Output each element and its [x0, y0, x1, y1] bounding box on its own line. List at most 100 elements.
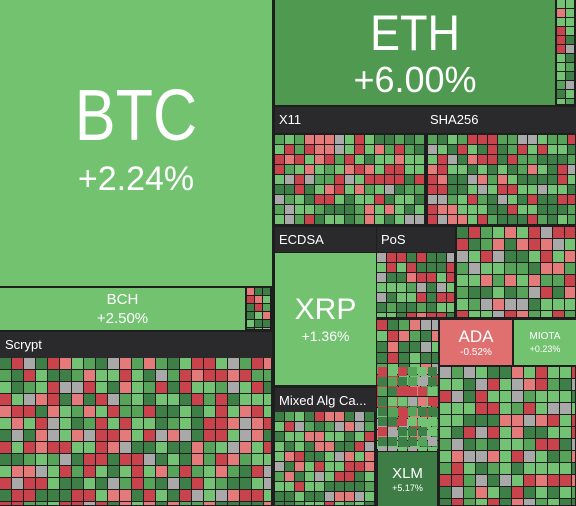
cell[interactable] — [566, 90, 574, 98]
cell[interactable] — [144, 466, 155, 477]
cell[interactable] — [408, 387, 417, 396]
cell[interactable] — [295, 502, 304, 505]
cell[interactable] — [524, 463, 535, 474]
cell[interactable] — [566, 81, 574, 89]
cell[interactable] — [385, 135, 394, 144]
cell[interactable] — [295, 145, 304, 154]
cell[interactable] — [427, 253, 436, 262]
cell[interactable] — [387, 293, 396, 302]
cell[interactable] — [541, 227, 552, 238]
cell[interactable] — [566, 54, 574, 62]
cell[interactable] — [285, 155, 294, 164]
cell[interactable] — [398, 397, 407, 406]
cell[interactable] — [508, 185, 517, 194]
cell[interactable] — [410, 353, 420, 363]
cell[interactable] — [548, 487, 559, 498]
cell[interactable] — [108, 466, 119, 477]
cell[interactable] — [365, 175, 374, 184]
cell[interactable] — [498, 215, 507, 224]
cell[interactable] — [0, 478, 11, 489]
cell[interactable] — [500, 379, 511, 390]
cell[interactable] — [538, 135, 547, 144]
cell[interactable] — [468, 205, 477, 214]
cell[interactable] — [377, 342, 387, 352]
cell[interactable] — [560, 487, 571, 498]
cell[interactable] — [365, 145, 374, 154]
cell[interactable] — [12, 430, 23, 441]
cell[interactable] — [132, 370, 143, 381]
cell[interactable] — [476, 475, 487, 486]
cell[interactable] — [345, 412, 354, 421]
cell[interactable] — [377, 263, 386, 272]
cell[interactable] — [558, 205, 567, 214]
cell[interactable] — [560, 499, 571, 505]
cell[interactable] — [560, 427, 571, 438]
cell[interactable] — [216, 442, 227, 453]
cell[interactable] — [457, 275, 468, 286]
cell[interactable] — [377, 331, 387, 341]
cell[interactable] — [548, 403, 559, 414]
cell[interactable] — [405, 165, 414, 174]
cell[interactable] — [566, 9, 574, 17]
cell[interactable] — [315, 422, 324, 431]
cell[interactable] — [528, 165, 537, 174]
cell[interactable] — [247, 312, 254, 319]
cell[interactable] — [345, 185, 354, 194]
cell[interactable] — [204, 418, 215, 429]
cell[interactable] — [255, 296, 262, 303]
cell[interactable] — [493, 263, 504, 274]
cell[interactable] — [84, 442, 95, 453]
cell[interactable] — [24, 502, 35, 505]
cell[interactable] — [410, 331, 420, 341]
cell[interactable] — [488, 175, 497, 184]
cell[interactable] — [568, 175, 575, 184]
cell[interactable] — [524, 415, 535, 426]
cell[interactable] — [315, 155, 324, 164]
cell[interactable] — [541, 275, 552, 286]
cell[interactable] — [529, 311, 540, 317]
cell[interactable] — [427, 303, 436, 312]
cell[interactable] — [108, 454, 119, 465]
cell[interactable] — [572, 475, 575, 486]
cell[interactable] — [325, 482, 334, 491]
cell[interactable] — [240, 430, 251, 441]
cell[interactable] — [498, 165, 507, 174]
cell[interactable] — [216, 466, 227, 477]
cell[interactable] — [72, 370, 83, 381]
cell[interactable] — [448, 155, 457, 164]
cell[interactable] — [48, 490, 59, 501]
cell[interactable] — [325, 452, 334, 461]
cell[interactable] — [192, 454, 203, 465]
cell[interactable] — [557, 9, 565, 17]
cell[interactable] — [335, 502, 344, 505]
cell[interactable] — [132, 430, 143, 441]
cell[interactable] — [60, 394, 71, 405]
cell[interactable] — [96, 442, 107, 453]
cell[interactable] — [476, 367, 487, 378]
cell[interactable] — [315, 215, 324, 224]
cell[interactable] — [408, 417, 417, 426]
cell[interactable] — [512, 367, 523, 378]
cell[interactable] — [335, 205, 344, 214]
cell[interactable] — [536, 427, 547, 438]
cell[interactable] — [72, 418, 83, 429]
cell[interactable] — [335, 432, 344, 441]
cell[interactable] — [568, 165, 575, 174]
cell[interactable] — [335, 185, 344, 194]
cell[interactable] — [24, 478, 35, 489]
cell[interactable] — [476, 487, 487, 498]
cell[interactable] — [421, 353, 431, 363]
cell[interactable] — [565, 311, 575, 317]
cell[interactable] — [405, 195, 414, 204]
cell[interactable] — [548, 451, 559, 462]
cell[interactable] — [375, 165, 384, 174]
cell[interactable] — [240, 466, 251, 477]
cell[interactable] — [469, 275, 480, 286]
cell[interactable] — [120, 430, 131, 441]
cell[interactable] — [240, 490, 251, 501]
cell[interactable] — [528, 215, 537, 224]
cell[interactable] — [468, 165, 477, 174]
cell[interactable] — [247, 288, 254, 295]
cell[interactable] — [377, 303, 386, 312]
cell[interactable] — [468, 155, 477, 164]
